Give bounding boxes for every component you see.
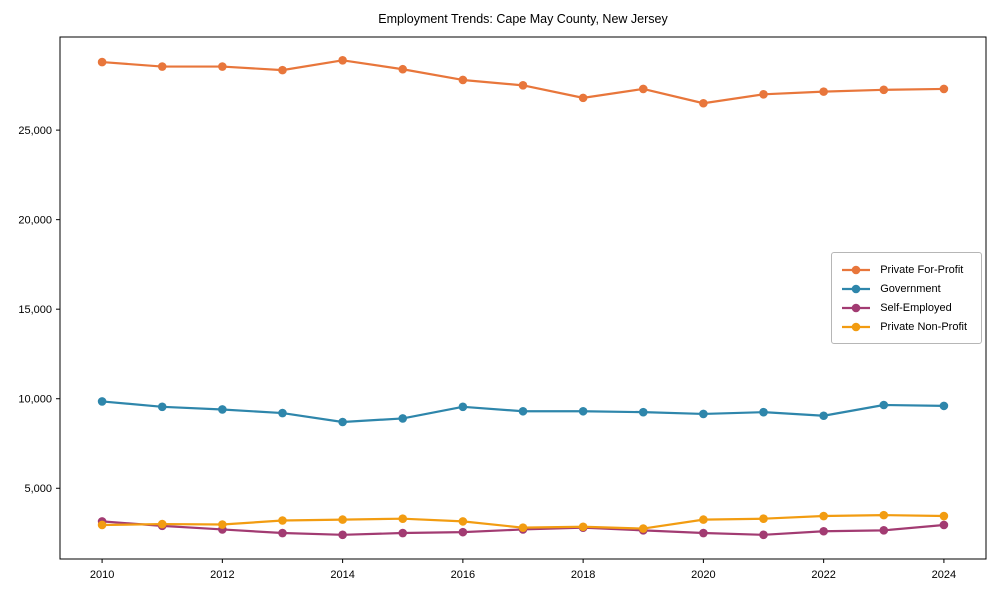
data-point xyxy=(699,515,708,524)
data-point xyxy=(819,87,828,96)
y-tick-label: 5,000 xyxy=(24,483,52,495)
data-point xyxy=(638,84,648,94)
x-tick-label: 2010 xyxy=(90,569,114,581)
data-point xyxy=(157,62,167,71)
data-point xyxy=(699,528,708,538)
data-point xyxy=(879,400,889,410)
data-point xyxy=(218,62,227,71)
data-point xyxy=(338,417,347,427)
chart-title: Employment Trends: Cape May County, New … xyxy=(378,12,668,26)
data-point xyxy=(458,527,468,537)
legend-item-government: Government xyxy=(841,279,971,298)
data-point xyxy=(879,526,889,535)
x-tick-label: 2022 xyxy=(811,569,835,581)
data-point xyxy=(278,516,287,525)
legend-item-private-non-profit: Private Non-Profit xyxy=(841,317,971,336)
data-point xyxy=(759,90,768,99)
legend-line-sample-icon xyxy=(842,303,871,312)
data-point xyxy=(398,514,408,524)
data-point xyxy=(939,511,949,521)
x-tick-label: 2020 xyxy=(691,569,715,581)
data-point xyxy=(398,64,408,74)
data-point xyxy=(819,511,828,521)
legend: Private For-Profit Government Self-Emplo… xyxy=(831,252,982,344)
data-point xyxy=(759,530,768,540)
legend-item-private-for-profit: Private For-Profit xyxy=(841,260,971,279)
data-point xyxy=(638,407,648,417)
data-point xyxy=(338,55,347,65)
data-point xyxy=(278,528,287,538)
data-point xyxy=(578,93,588,103)
data-point xyxy=(97,520,107,530)
legend-label: Self-Employed xyxy=(880,301,952,314)
data-point xyxy=(97,57,107,67)
data-point xyxy=(157,519,167,529)
data-point xyxy=(218,405,227,414)
data-point xyxy=(759,407,768,417)
data-point xyxy=(578,406,588,416)
data-point xyxy=(819,526,828,536)
legend-line-sample-icon xyxy=(842,284,871,293)
data-point xyxy=(518,406,528,416)
data-point xyxy=(518,81,528,90)
data-point xyxy=(398,414,408,423)
data-point xyxy=(157,402,167,412)
x-tick-label: 2018 xyxy=(571,569,595,581)
data-point xyxy=(278,65,287,75)
legend-line-sample-icon xyxy=(842,265,871,274)
plot-frame xyxy=(59,36,987,560)
data-point xyxy=(879,510,889,520)
data-point xyxy=(939,84,949,94)
x-tick-label: 2024 xyxy=(932,569,956,581)
legend-item-self-employed: Self-Employed xyxy=(841,298,971,317)
data-point xyxy=(458,75,468,85)
data-point xyxy=(278,408,287,418)
data-point xyxy=(578,522,588,532)
data-point xyxy=(518,523,528,532)
data-point xyxy=(97,397,107,406)
data-point xyxy=(458,402,468,412)
data-point xyxy=(939,520,949,530)
data-point xyxy=(218,520,227,529)
data-point xyxy=(398,528,408,538)
data-point xyxy=(458,517,468,526)
data-point xyxy=(338,530,347,540)
y-tick-label: 20,000 xyxy=(18,215,52,227)
legend-label: Private For-Profit xyxy=(880,263,964,276)
legend-label: Private Non-Profit xyxy=(880,320,967,333)
legend-label: Government xyxy=(880,282,941,295)
x-tick-label: 2012 xyxy=(210,569,234,581)
data-point xyxy=(759,514,768,524)
data-point xyxy=(638,524,648,533)
legend-line-sample-icon xyxy=(842,322,871,331)
data-point xyxy=(819,411,828,421)
y-tick-label: 10,000 xyxy=(18,394,52,406)
data-point xyxy=(338,515,347,524)
data-point xyxy=(939,401,949,411)
x-tick-label: 2014 xyxy=(330,569,354,581)
data-point xyxy=(879,85,889,95)
y-tick-label: 25,000 xyxy=(18,125,52,137)
y-tick-label: 15,000 xyxy=(18,304,52,316)
x-tick-label: 2016 xyxy=(451,569,475,581)
data-point xyxy=(699,98,708,108)
data-point xyxy=(699,409,708,419)
